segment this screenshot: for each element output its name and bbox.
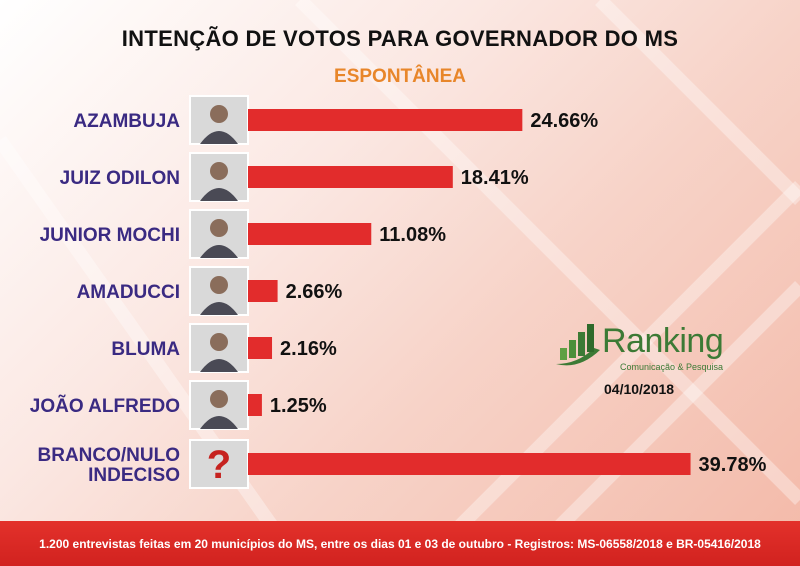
bar-junior-mochi [248,223,372,245]
candidate-name-jo-o-alfredo: JOÃO ALFREDO [30,395,180,417]
value-label-amaducci: 2.66% [286,281,343,303]
person-silhouette-icon [200,105,238,144]
chart-subtitle: ESPONTÂNEA [334,66,466,87]
value-label-jo-o-alfredo: 1.25% [270,395,327,417]
question-mark-image [189,439,249,489]
value-label-juiz-odilon: 18.41% [461,167,529,189]
chart-title: INTENÇÃO DE VOTOS PARA GOVERNADOR DO MS [121,26,679,51]
bar-chart: AZAMBUJA 24.66% JUIZ ODILON 18.41% JUNIOR MO… [30,95,767,489]
bar-amaducci [248,280,278,302]
bar-branco-nulo-indeciso [248,453,691,475]
bar-bluma [248,337,273,359]
candidate-name-bluma: BLUMA [111,339,180,360]
candidate-name-juiz-odilon: JUIZ ODILON [60,168,180,189]
bar-jo-o-alfredo [248,394,262,416]
person-silhouette-icon [200,276,238,315]
ranking-logo-tagline: Comunicação & Pesquisa [620,362,724,372]
candidate-name-junior-mochi: JUNIOR MOCHI [40,225,180,246]
candidate-name-azambuja: AZAMBUJA [73,111,180,132]
candidate-name-amaducci: AMADUCCI [77,282,180,303]
person-silhouette-icon [200,390,238,429]
person-silhouette-icon [200,333,238,372]
ranking-logo-name: Ranking [602,322,724,360]
candidate-name-branco-nulo-indeciso: BRANCO/NULO INDECISO [38,445,181,486]
value-label-azambuja: 24.66% [530,110,598,132]
question-mark-icon: ? [207,443,231,487]
person-silhouette-icon [200,219,238,258]
footer-text: 1.200 entrevistas feitas em 20 município… [39,536,761,551]
bar-juiz-odilon [248,166,453,188]
bar-azambuja [248,109,523,131]
person-silhouette-icon [200,162,238,201]
ranking-logo-icon [556,324,600,366]
value-label-bluma: 2.16% [280,338,337,360]
survey-date: 04/10/2018 [604,381,675,397]
value-label-branco-nulo-indeciso: 39.78% [699,454,767,476]
footer-banner: 1.200 entrevistas feitas em 20 município… [0,521,800,566]
ranking-logo: Ranking Comunicação & Pesquisa [554,318,724,378]
value-label-junior-mochi: 11.08% [379,224,446,246]
